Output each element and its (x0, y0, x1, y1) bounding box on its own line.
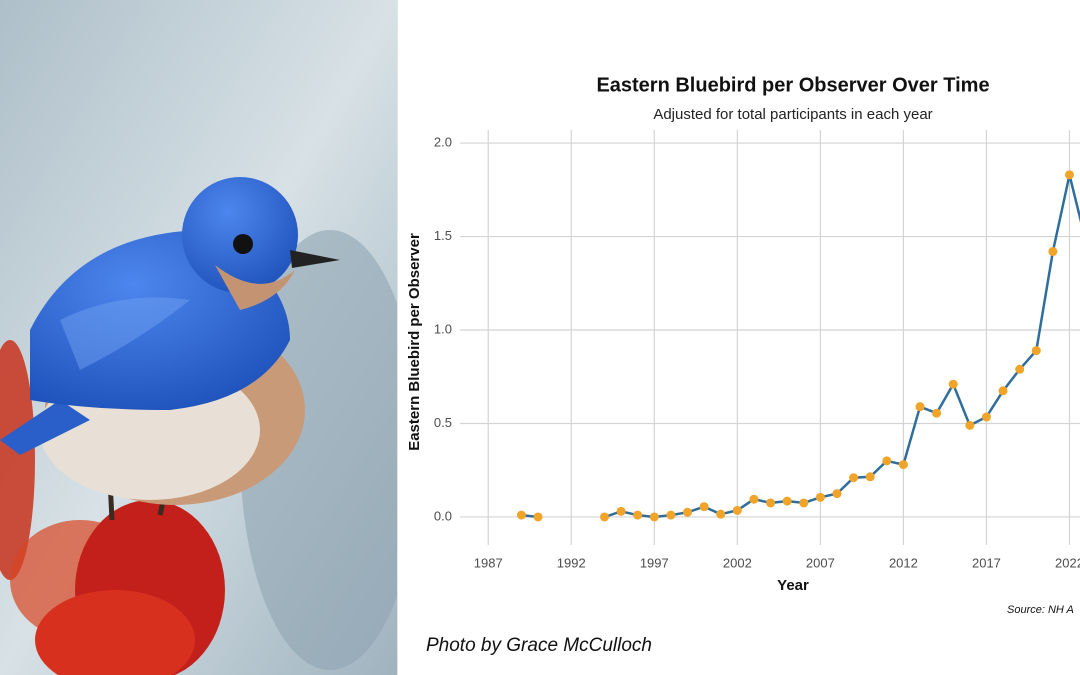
data-point (948, 379, 958, 389)
data-point (898, 460, 908, 470)
data-point (599, 512, 609, 522)
data-point (666, 510, 676, 520)
data-point (915, 402, 925, 412)
x-tick-label: 1997 (640, 555, 669, 570)
data-point (633, 510, 643, 520)
chart-title: Eastern Bluebird per Observer Over Time (596, 74, 989, 96)
photo (0, 0, 397, 675)
photo-credit: Photo by Grace McCulloch (426, 635, 652, 656)
y-tick-label: 0.5 (434, 415, 452, 430)
x-tick-label: 2012 (889, 555, 918, 570)
data-line (521, 173, 1080, 519)
data-point (882, 456, 892, 466)
x-tick-label: 2022 (1055, 555, 1080, 570)
data-point (516, 510, 526, 520)
data-point (1015, 364, 1025, 374)
data-point (815, 492, 825, 502)
data-point (533, 512, 543, 522)
data-point (1048, 247, 1058, 257)
y-tick-label: 0.0 (434, 508, 452, 523)
data-point (616, 506, 626, 516)
y-tick-label: 1.0 (434, 321, 452, 336)
source-note: Source: NH A (1007, 604, 1074, 616)
grid: 0.0 0.5 1.0 1.5 2.0 1987 1992 1997 2002 2007 2012 2… (434, 130, 1080, 570)
data-point (1031, 346, 1041, 356)
data-point (981, 412, 991, 422)
y-tick-label: 2.0 (434, 135, 452, 150)
y-axis-label: Eastern Bluebird per Observer (406, 233, 423, 451)
data-point (1064, 170, 1074, 180)
chart-subtitle: Adjusted for total participants in each … (653, 106, 932, 123)
data-point (799, 498, 809, 508)
data-point (732, 505, 742, 515)
data-point (699, 502, 709, 512)
data-point (716, 509, 726, 519)
data-point (965, 420, 975, 430)
data-point (649, 512, 659, 522)
x-tick-label: 1992 (557, 555, 586, 570)
data-point (782, 496, 792, 506)
data-point (849, 473, 859, 483)
x-tick-label: 2007 (806, 555, 835, 570)
data-point (766, 498, 776, 508)
data-point (998, 386, 1008, 396)
y-tick-label: 1.5 (434, 228, 452, 243)
x-axis-label: Year (777, 577, 809, 594)
data-point (683, 507, 693, 517)
data-point (749, 494, 759, 504)
x-tick-label: 2017 (972, 555, 1001, 570)
data-point (865, 472, 875, 482)
data-point (932, 408, 942, 418)
data-point (832, 489, 842, 499)
plot (516, 170, 1080, 522)
x-tick-label: 2002 (723, 555, 752, 570)
x-tick-label: 1987 (474, 555, 503, 570)
